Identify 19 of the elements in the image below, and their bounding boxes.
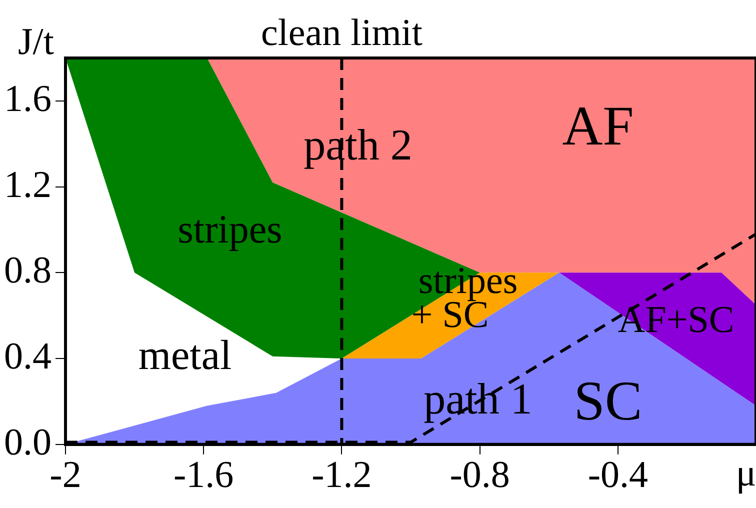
y-tick-label: 0.8 <box>4 250 52 292</box>
series-label: SC <box>574 370 642 433</box>
y-tick-label: 0.0 <box>4 421 52 464</box>
series-label: stripes <box>178 206 282 252</box>
annotation: path 2 <box>304 120 412 170</box>
x-tick-label: -1.6 <box>174 454 234 496</box>
y-tick-label: 1.6 <box>4 78 52 120</box>
x-tick-label: -0.4 <box>588 454 648 496</box>
x-tick-label: -2 <box>50 454 82 496</box>
y-tick-label: 1.2 <box>4 164 52 206</box>
x-tick-label: -1.2 <box>312 454 372 496</box>
x-tick-label: -0.8 <box>450 454 510 496</box>
series-label: AF <box>562 96 634 158</box>
x-axis-title: μ <box>736 452 756 494</box>
series-label: path 1 <box>424 374 532 424</box>
y-tick-label: 0.4 <box>4 336 52 378</box>
y-axis-title: J/t <box>18 20 54 63</box>
annotation: metal <box>138 333 232 380</box>
ref-line-label: clean limit <box>260 12 423 54</box>
